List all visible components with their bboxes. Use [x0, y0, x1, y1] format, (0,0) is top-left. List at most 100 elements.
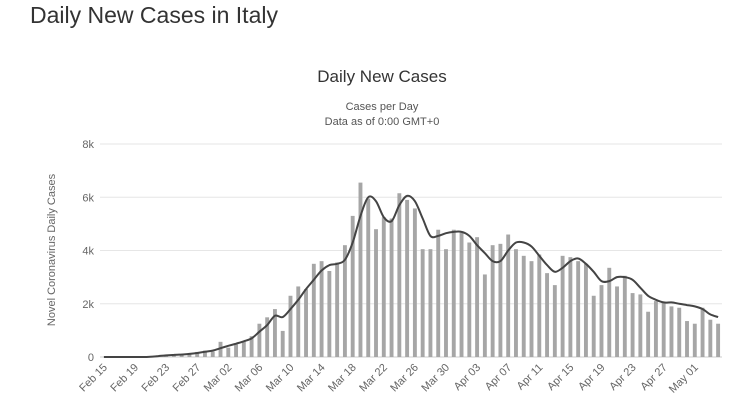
bar	[622, 275, 627, 357]
bar	[521, 255, 526, 357]
bar	[537, 254, 542, 357]
bar	[451, 229, 456, 357]
bar	[265, 317, 270, 357]
bar	[203, 350, 207, 357]
x-tick-label: Mar 26	[388, 362, 421, 395]
y-tick-label: 6k	[82, 192, 94, 204]
bar	[560, 255, 565, 357]
bar	[335, 262, 340, 357]
bar	[381, 217, 386, 357]
x-tick-label: Mar 18	[326, 362, 359, 395]
bar	[716, 323, 721, 357]
x-tick-label: Feb 27	[171, 362, 204, 395]
x-tick-label: Apr 23	[607, 362, 638, 393]
bar	[607, 267, 612, 357]
bar	[700, 307, 705, 357]
bar	[475, 237, 480, 357]
x-tick-label: Apr 15	[545, 362, 576, 393]
bar	[661, 302, 666, 357]
bar	[638, 294, 643, 357]
x-tick-label: Apr 19	[576, 362, 607, 393]
bar	[249, 336, 254, 357]
bar	[366, 198, 371, 357]
bar	[280, 330, 285, 357]
x-tick-label: Apr 03	[452, 362, 483, 393]
bar	[405, 199, 410, 357]
bar	[210, 351, 215, 357]
bar	[685, 321, 689, 357]
bar	[653, 301, 658, 357]
bar	[296, 286, 301, 357]
bar	[552, 285, 557, 357]
bar	[179, 354, 184, 357]
bar	[412, 208, 417, 357]
bar	[677, 307, 682, 357]
y-tick-label: 0	[88, 352, 94, 364]
bar	[576, 261, 581, 357]
bar	[591, 295, 596, 357]
bar	[195, 351, 200, 357]
bar	[615, 286, 619, 357]
bar	[599, 285, 604, 357]
y-tick-label: 4k	[82, 246, 94, 258]
bar	[389, 218, 394, 357]
x-tick-label: Mar 14	[295, 362, 328, 395]
bar	[374, 229, 378, 357]
bar	[226, 347, 231, 357]
bar	[187, 353, 192, 357]
page-title: Daily New Cases in Italy	[30, 2, 278, 28]
bar	[692, 323, 697, 357]
bar	[288, 295, 293, 357]
x-tick-label: Mar 10	[264, 362, 297, 395]
x-tick-label: May 01	[667, 362, 701, 396]
bar	[358, 182, 363, 357]
x-tick-label: Feb 15	[77, 362, 110, 395]
bar	[428, 249, 433, 357]
bar	[467, 242, 472, 357]
bar	[459, 232, 464, 357]
bar	[529, 261, 534, 357]
bar	[272, 309, 277, 357]
bar	[568, 257, 573, 357]
x-tick-label: Feb 23	[140, 362, 173, 395]
x-tick-label: Feb 19	[108, 362, 141, 395]
x-tick-label: Mar 06	[233, 362, 266, 395]
chart-subtitle-line-2: Data as of 0:00 GMT+0	[325, 116, 440, 128]
x-tick-label: Apr 07	[483, 362, 514, 393]
y-tick-label: 2k	[82, 299, 94, 311]
x-tick-label: Mar 22	[357, 362, 390, 395]
bar	[669, 306, 674, 357]
bar	[311, 263, 316, 357]
bar	[420, 249, 425, 357]
bar	[350, 215, 355, 357]
bar	[444, 249, 448, 357]
series-line	[103, 194, 719, 358]
bar	[514, 249, 518, 357]
bar	[708, 319, 713, 357]
bar	[436, 229, 441, 357]
bar	[482, 274, 487, 357]
bar	[583, 263, 588, 357]
bar	[304, 289, 308, 357]
chart-title: Daily New Cases	[317, 67, 446, 86]
y-axis-label: Novel Coronavirus Daily Cases	[46, 173, 58, 326]
x-tick-label: Apr 27	[638, 362, 669, 393]
x-tick-label: Mar 30	[419, 362, 452, 395]
bar	[234, 344, 239, 357]
bar	[218, 341, 223, 357]
bar	[498, 243, 503, 357]
x-tick-label: Apr 11	[515, 362, 546, 393]
bar	[506, 234, 511, 357]
bar	[241, 341, 246, 357]
x-tick-label: Mar 02	[202, 362, 235, 395]
bar	[646, 311, 651, 357]
bar	[490, 245, 495, 357]
bar	[342, 245, 347, 357]
bar	[545, 273, 550, 357]
bar	[257, 323, 262, 357]
bar	[319, 261, 324, 357]
y-tick-label: 8k	[82, 139, 94, 151]
bar	[630, 293, 635, 357]
bar	[327, 271, 332, 357]
